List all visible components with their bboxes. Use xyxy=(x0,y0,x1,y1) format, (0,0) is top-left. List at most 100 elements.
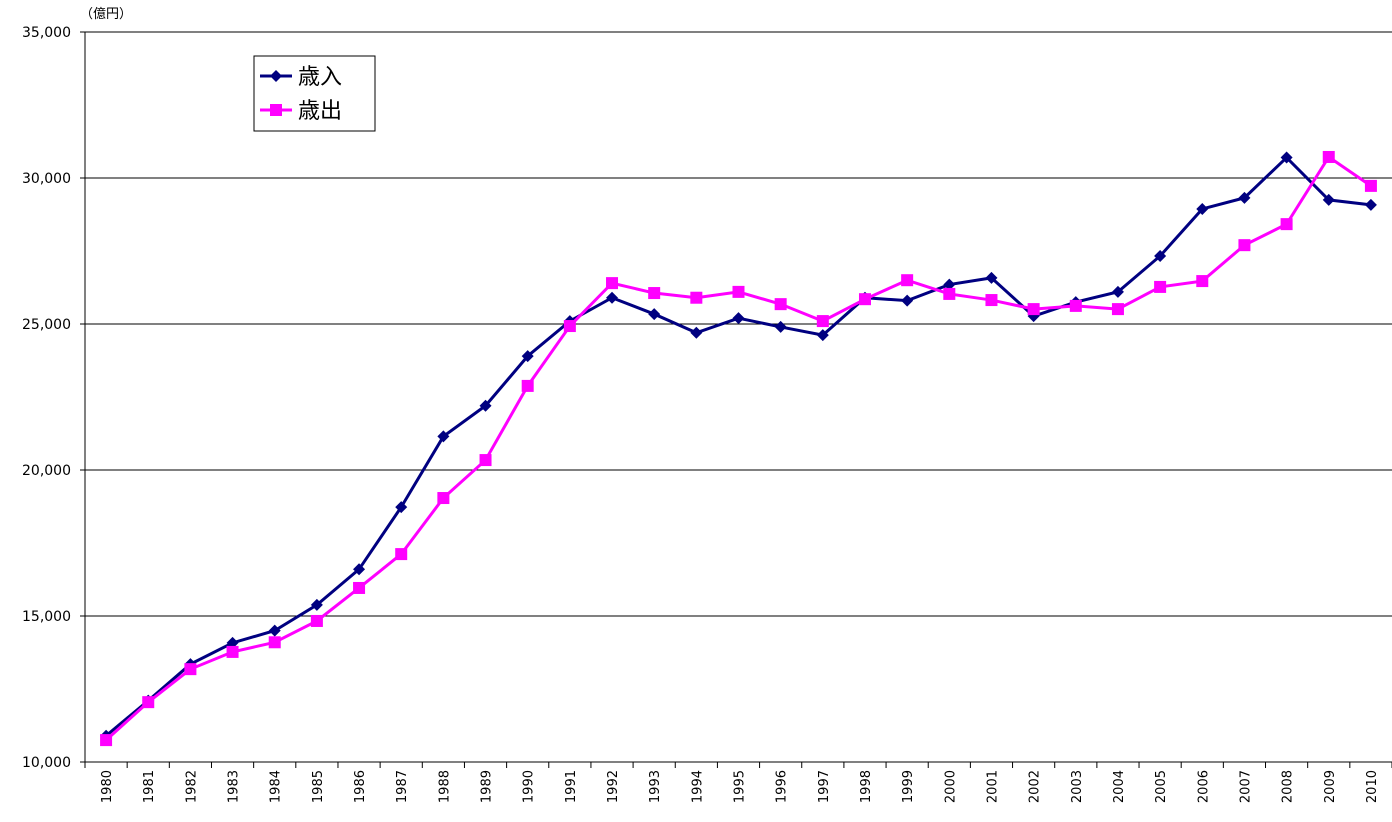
y-tick-label: 15,000 xyxy=(22,609,71,625)
y-tick-label: 25,000 xyxy=(22,317,71,333)
data-point xyxy=(816,329,829,342)
data-point xyxy=(521,379,534,392)
data-point xyxy=(1322,193,1335,206)
x-tick-label: 1999 xyxy=(901,770,916,803)
data-point xyxy=(1238,191,1251,204)
x-tick-label: 1998 xyxy=(859,770,874,803)
data-point xyxy=(858,293,871,306)
data-point xyxy=(184,663,197,676)
data-point xyxy=(353,563,366,576)
data-point xyxy=(1322,150,1335,163)
data-point xyxy=(1154,249,1167,262)
data-point xyxy=(353,581,366,594)
x-tick-label: 2006 xyxy=(1196,770,1211,803)
data-point xyxy=(310,614,323,627)
x-tick-label: 1988 xyxy=(437,770,452,803)
data-point xyxy=(437,492,450,505)
series-line xyxy=(105,154,1372,742)
data-point xyxy=(1364,179,1377,192)
x-tick-label: 2002 xyxy=(1028,770,1043,803)
x-tick-label: 1984 xyxy=(269,770,284,803)
data-point xyxy=(395,548,408,561)
x-tick-label: 1994 xyxy=(690,770,705,803)
data-point xyxy=(1364,198,1377,211)
data-point xyxy=(1196,275,1209,288)
data-point xyxy=(1069,299,1082,312)
data-point xyxy=(690,291,703,304)
data-point xyxy=(1154,280,1167,293)
x-tick-label: 1996 xyxy=(775,770,790,803)
data-point xyxy=(732,312,745,325)
data-point xyxy=(1111,303,1124,316)
x-tick-label: 1989 xyxy=(480,770,495,803)
x-tick-label: 1995 xyxy=(733,770,748,803)
data-point xyxy=(774,298,787,311)
x-tick-label: 2009 xyxy=(1323,770,1338,803)
x-tick-label: 1980 xyxy=(100,770,115,803)
x-tick-label: 1987 xyxy=(395,770,410,803)
legend-marker xyxy=(270,70,282,82)
y-tick-label: 30,000 xyxy=(22,171,71,187)
x-tick-label: 1991 xyxy=(564,770,579,803)
y-tick-label: 35,000 xyxy=(22,25,71,41)
data-point xyxy=(606,291,619,304)
x-tick-label: 2000 xyxy=(943,770,958,803)
data-point xyxy=(395,501,408,514)
data-point xyxy=(142,696,155,709)
data-point xyxy=(985,294,998,307)
data-point xyxy=(226,636,239,649)
data-point xyxy=(479,399,492,412)
data-point xyxy=(1111,285,1124,298)
data-point xyxy=(563,320,576,333)
x-tick-label: 1993 xyxy=(648,770,663,803)
legend-label: 歳出 xyxy=(298,99,342,124)
x-tick-label: 2004 xyxy=(1112,770,1127,803)
series-line xyxy=(105,155,1372,737)
data-point xyxy=(816,315,829,328)
data-point xyxy=(437,430,450,443)
data-point xyxy=(1280,151,1293,164)
data-point xyxy=(732,285,745,298)
data-point xyxy=(1280,218,1293,231)
data-point xyxy=(690,326,703,339)
x-tick-label: 1992 xyxy=(606,770,621,803)
y-tick-label: 10,000 xyxy=(22,755,71,771)
data-point xyxy=(268,636,281,649)
x-tick-label: 2005 xyxy=(1154,770,1169,803)
x-tick-label: 1990 xyxy=(522,770,537,803)
legend-box xyxy=(253,55,376,132)
x-tick-label: 2003 xyxy=(1070,770,1085,803)
x-tick-label: 1986 xyxy=(353,770,368,803)
x-tick-label: 1981 xyxy=(142,770,157,803)
x-tick-label: 2008 xyxy=(1281,770,1296,803)
x-tick-label: 1997 xyxy=(817,770,832,803)
y-tick-label: 20,000 xyxy=(22,463,71,479)
legend-marker xyxy=(270,104,282,116)
data-point xyxy=(774,320,787,333)
data-point xyxy=(943,278,956,291)
data-point xyxy=(1027,303,1040,316)
x-tick-label: 2007 xyxy=(1238,770,1253,803)
data-point xyxy=(521,350,534,363)
x-tick-label: 2010 xyxy=(1365,770,1380,803)
x-tick-label: 1983 xyxy=(227,770,242,803)
data-point xyxy=(606,277,619,290)
x-tick-label: 1982 xyxy=(184,770,199,803)
data-point xyxy=(901,294,914,307)
unit-label: （億円） xyxy=(80,6,132,22)
data-point xyxy=(226,645,239,658)
data-point xyxy=(1196,202,1209,215)
data-point xyxy=(901,274,914,287)
legend-label: 歳入 xyxy=(298,65,342,90)
data-point xyxy=(310,598,323,611)
data-point xyxy=(479,454,492,467)
data-point xyxy=(985,271,998,284)
data-point xyxy=(648,308,661,321)
data-point xyxy=(100,734,113,747)
data-point xyxy=(1238,239,1251,252)
data-point xyxy=(943,287,956,300)
data-point xyxy=(648,287,661,300)
data-point xyxy=(268,624,281,637)
x-tick-label: 2001 xyxy=(985,770,1000,803)
